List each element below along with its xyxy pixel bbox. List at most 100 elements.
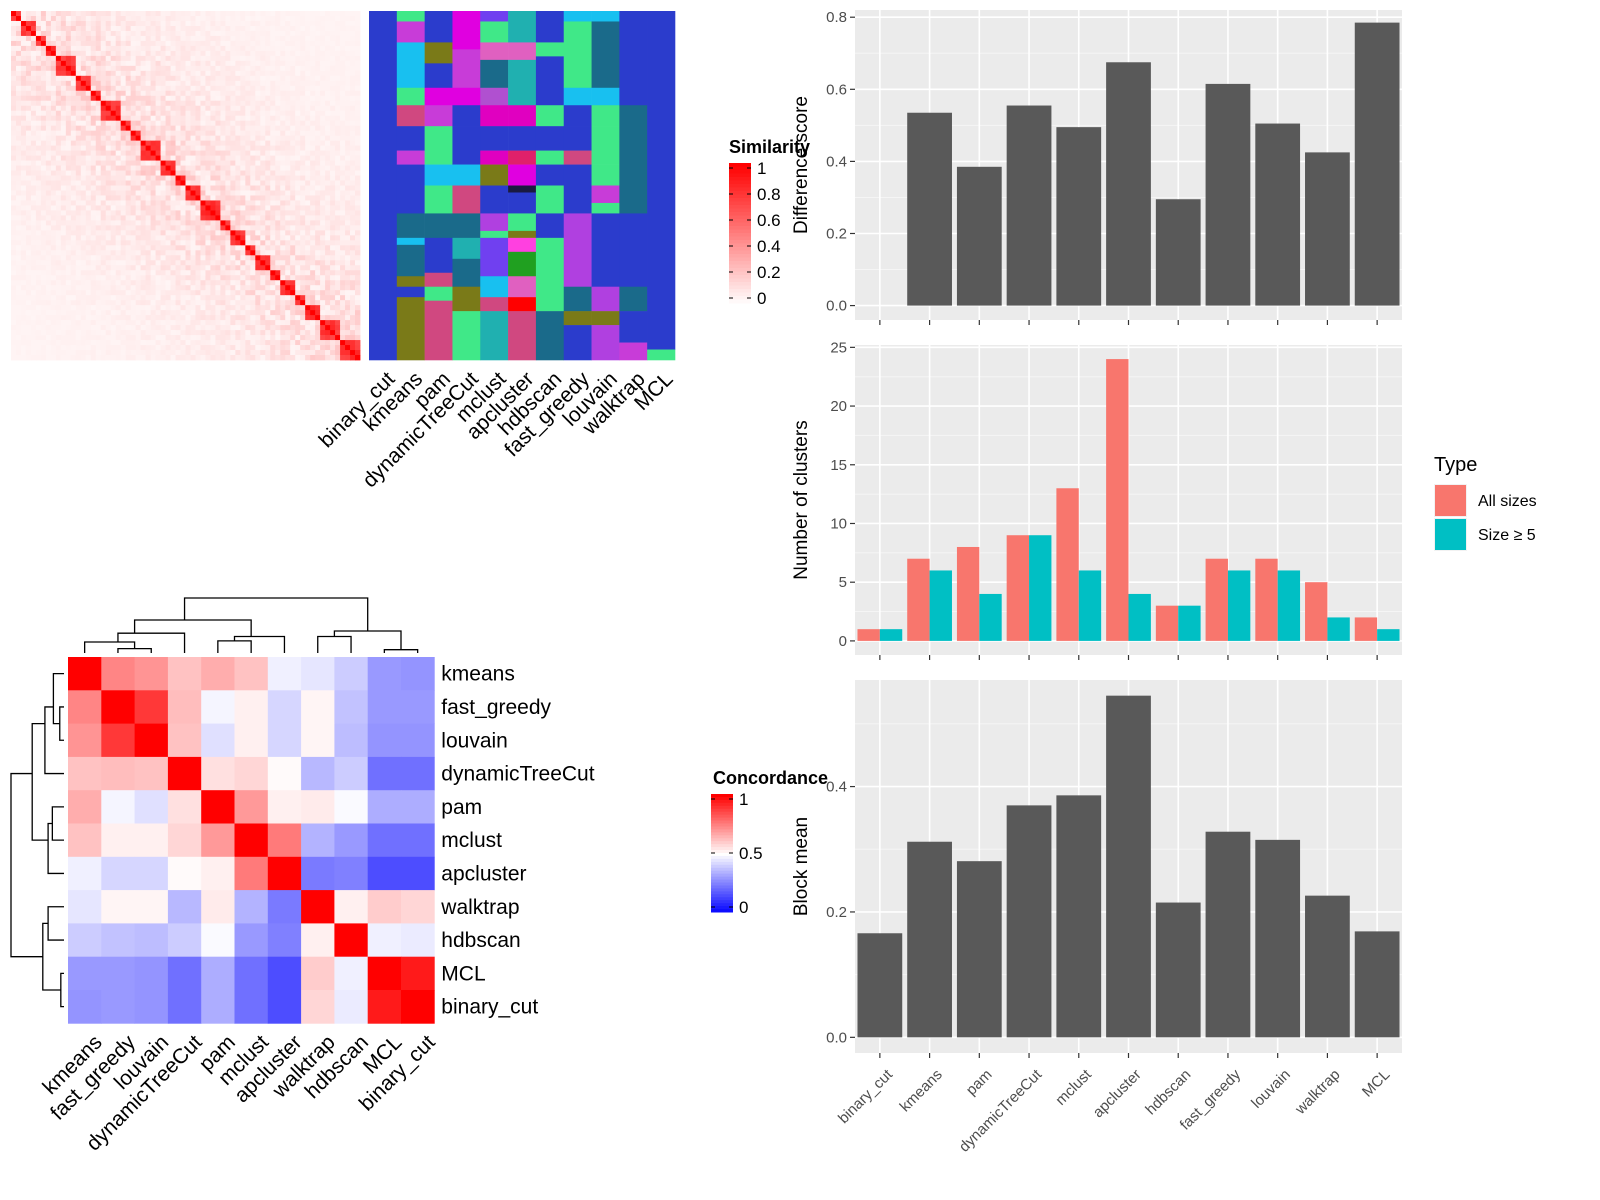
similarity-cell: [215, 105, 221, 112]
similarity-cell: [280, 50, 286, 57]
similarity-cell: [80, 350, 87, 356]
similarity-cell: [270, 290, 276, 296]
similarity-cell: [165, 335, 171, 341]
similarity-cell: [280, 60, 286, 67]
similarity-cell: [235, 265, 241, 271]
similarity-cell: [80, 35, 87, 42]
similarity-cell: [290, 140, 296, 147]
similarity-cell: [90, 220, 97, 226]
similarity-cell: [50, 325, 57, 331]
similarity-cell: [170, 235, 176, 241]
similarity-cell: [310, 125, 316, 132]
similarity-cell: [95, 345, 102, 351]
similarity-cell: [95, 285, 102, 291]
similarity-cell: [135, 200, 142, 206]
similarity-cell: [215, 75, 221, 82]
similarity-cell: [11, 150, 17, 156]
similarity-cell: [90, 120, 97, 127]
similarity-cell: [15, 265, 22, 271]
similarity-cell: [115, 335, 122, 341]
similarity-cell: [200, 220, 206, 226]
similarity-cell: [310, 120, 316, 127]
similarity-cell: [120, 215, 127, 221]
similarity-cell: [85, 120, 92, 127]
similarity-cell: [350, 310, 356, 316]
similarity-cell: [185, 165, 191, 171]
similarity-cell: [135, 65, 142, 72]
similarity-cell: [165, 15, 171, 22]
similarity-cell: [210, 240, 216, 246]
similarity-cell: [260, 310, 266, 316]
similarity-cell: [35, 355, 42, 361]
similarity-cell: [290, 225, 296, 231]
similarity-cell: [230, 60, 236, 67]
similarity-cell: [335, 210, 341, 216]
similarity-cell: [140, 260, 147, 266]
similarity-cell: [45, 310, 52, 316]
similarity-cell: [85, 95, 92, 102]
similarity-cell: [130, 320, 137, 326]
similarity-cell: [160, 260, 166, 266]
similarity-cell: [11, 245, 17, 251]
similarity-cell: [70, 250, 77, 256]
similarity-cell: [225, 230, 231, 236]
similarity-cell: [180, 170, 186, 176]
similarity-cell: [185, 130, 191, 137]
similarity-cell: [320, 245, 326, 251]
similarity-cell: [195, 270, 201, 276]
similarity-cell: [265, 125, 271, 132]
similarity-cell: [25, 335, 32, 341]
similarity-cell: [150, 310, 156, 316]
similarity-cell: [150, 320, 156, 326]
similarity-cell: [270, 135, 276, 142]
similarity-cell: [245, 70, 251, 77]
similarity-cell: [165, 350, 171, 356]
similarity-cell: [315, 50, 321, 57]
similarity-cell: [105, 150, 112, 156]
similarity-cell: [90, 250, 97, 256]
similarity-cell: [255, 30, 261, 37]
similarity-cell: [265, 130, 271, 137]
similarity-cell: [195, 45, 201, 52]
similarity-cell: [225, 170, 231, 176]
similarity-cell: [40, 180, 47, 186]
similarity-cell: [190, 35, 196, 42]
similarity-cell: [60, 215, 67, 221]
similarity-cell: [190, 40, 196, 47]
similarity-cell: [30, 200, 37, 206]
similarity-cell: [70, 60, 77, 67]
similarity-cell: [240, 275, 246, 281]
similarity-cell: [170, 40, 176, 47]
similarity-cell: [175, 140, 181, 147]
similarity-cell: [245, 235, 251, 241]
similarity-cell: [120, 285, 127, 291]
similarity-cell: [120, 140, 127, 147]
similarity-cell: [195, 70, 201, 77]
similarity-cell: [320, 30, 326, 37]
similarity-cell: [40, 110, 47, 117]
similarity-cell: [350, 15, 356, 22]
similarity-cell: [215, 110, 221, 117]
similarity-cell: [200, 320, 206, 326]
similarity-cell: [25, 185, 32, 191]
annotation-segment: [452, 311, 481, 361]
similarity-cell: [210, 60, 216, 67]
similarity-cell: [280, 25, 286, 32]
similarity-cell: [175, 225, 181, 231]
similarity-cell: [120, 35, 127, 42]
similarity-cell: [55, 65, 62, 72]
similarity-cell: [275, 50, 281, 57]
similarity-cell: [190, 11, 196, 17]
similarity-cell: [320, 230, 326, 236]
similarity-cell: [130, 300, 137, 306]
similarity-cell: [165, 75, 171, 82]
similarity-cell: [170, 70, 176, 77]
similarity-cell: [145, 190, 151, 196]
similarity-cell: [225, 15, 231, 22]
similarity-cell: [15, 160, 22, 166]
similarity-cell: [335, 135, 341, 142]
similarity-cell: [70, 255, 77, 261]
similarity-cell: [285, 85, 291, 92]
similarity-cell: [35, 11, 42, 17]
similarity-cell: [250, 355, 256, 361]
